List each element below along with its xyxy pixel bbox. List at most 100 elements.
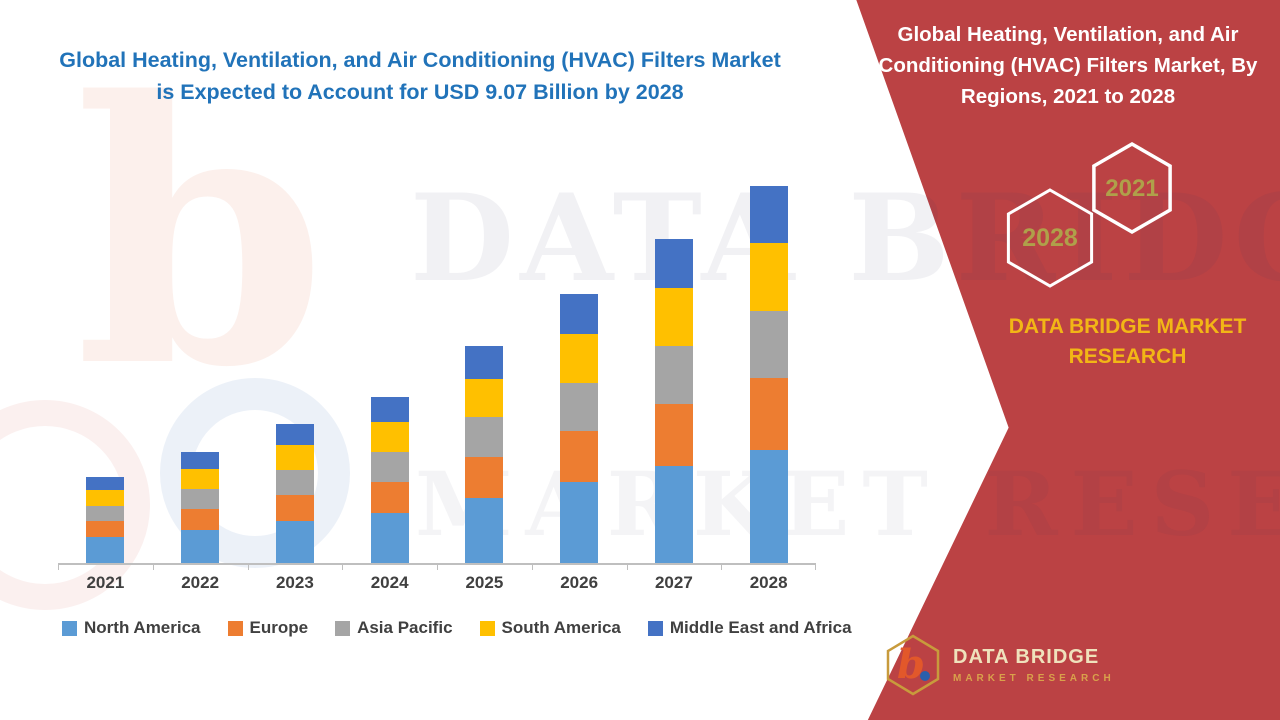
segment-europe-2026 <box>560 431 599 483</box>
stacked-bar-2027 <box>654 239 693 563</box>
segment-asia-pacific-2028 <box>749 310 788 379</box>
segment-middle-east-and-africa-2027 <box>654 239 693 289</box>
bar-column-2024 <box>342 168 437 563</box>
stacked-bar-2021 <box>86 476 125 563</box>
company-logo: b DATA BRIDGE MARKET RESEARCH <box>885 634 1115 696</box>
segment-north-america-2028 <box>749 449 788 563</box>
segment-north-america-2027 <box>654 465 693 563</box>
segment-europe-2025 <box>465 456 504 498</box>
logo-letter-b: b <box>897 641 925 688</box>
legend-swatch-europe <box>227 620 243 636</box>
logo-text: DATA BRIDGE MARKET RESEARCH <box>953 646 1115 684</box>
segment-north-america-2025 <box>465 497 504 563</box>
segment-middle-east-and-africa-2025 <box>465 345 504 379</box>
segment-asia-pacific-2023 <box>275 469 314 495</box>
brand-text: DATA BRIDGE MARKET RESEARCH <box>1008 315 1247 369</box>
panel-title: Global Heating, Ventilation, and Air Con… <box>878 23 1258 108</box>
logo-title: DATA BRIDGE <box>953 646 1100 668</box>
hexagon-2028 <box>1006 188 1094 288</box>
bar-column-2025 <box>437 168 532 563</box>
segment-asia-pacific-2022 <box>181 488 220 509</box>
x-axis-label-2025: 2025 <box>437 565 532 593</box>
x-axis-label-2026: 2026 <box>531 565 627 593</box>
segment-europe-2024 <box>370 481 409 514</box>
x-axis-label-2021: 2021 <box>58 565 153 593</box>
x-axis-label-2024: 2024 <box>342 565 437 593</box>
segment-middle-east-and-africa-2024 <box>370 397 409 423</box>
legend-swatch-south-america <box>479 620 495 636</box>
chart-headline: Global Heating, Ventilation, and Air Con… <box>59 48 781 105</box>
segment-asia-pacific-2026 <box>560 382 599 432</box>
segment-south-america-2024 <box>370 422 409 452</box>
segment-europe-2021 <box>86 521 125 538</box>
segment-south-america-2023 <box>275 445 314 470</box>
legend-label-europe: Europe <box>249 618 309 637</box>
segment-north-america-2023 <box>275 521 314 563</box>
segment-north-america-2026 <box>560 482 599 563</box>
segment-south-america-2027 <box>654 288 693 347</box>
bar-column-2022 <box>153 168 248 563</box>
hexagon-year-front: 2021 <box>1105 175 1158 202</box>
segment-middle-east-and-africa-2021 <box>86 476 125 491</box>
x-axis-label-2022: 2022 <box>152 565 248 593</box>
segment-asia-pacific-2025 <box>465 417 504 457</box>
legend-swatch-asia-pacific <box>335 620 351 636</box>
legend-swatch-north-america <box>62 620 77 636</box>
segment-asia-pacific-2027 <box>654 346 693 405</box>
legend-label-asia-pacific: Asia Pacific <box>357 618 453 637</box>
bar-column-2026 <box>532 168 627 563</box>
segment-south-america-2028 <box>749 243 788 311</box>
logo-hexagon-outline <box>886 634 940 696</box>
stacked-bar-2026 <box>560 293 599 563</box>
logo-subtitle: MARKET RESEARCH <box>953 673 1115 684</box>
segment-north-america-2022 <box>181 529 220 563</box>
bars-row <box>58 168 816 565</box>
x-axis-label-2028: 2028 <box>721 565 816 593</box>
legend-item-middle-east-and-africa: Middle East and Africa <box>647 618 852 638</box>
logo-blue-dot <box>920 671 930 681</box>
segment-europe-2028 <box>749 378 788 450</box>
segment-south-america-2025 <box>465 378 504 418</box>
segment-south-america-2026 <box>560 334 599 383</box>
segment-middle-east-and-africa-2022 <box>181 451 220 469</box>
stacked-bar-chart: 2021 2022 2023 2024 2025 2026 2027 2028 <box>58 168 816 593</box>
bar-column-2023 <box>248 168 343 563</box>
segment-asia-pacific-2024 <box>370 451 409 482</box>
hexagon-year-back: 2028 <box>1022 224 1078 252</box>
segment-asia-pacific-2021 <box>86 505 125 522</box>
legend-item-asia-pacific: Asia Pacific <box>335 618 453 638</box>
legend-label-south-america: South America <box>501 618 621 637</box>
bar-column-2021 <box>58 168 153 563</box>
x-axis-label-2027: 2027 <box>626 565 722 593</box>
legend-label-north-america: North America <box>84 618 201 637</box>
segment-north-america-2021 <box>86 537 125 563</box>
bar-column-2027 <box>627 168 722 563</box>
stacked-bar-2028 <box>749 185 788 563</box>
segment-middle-east-and-africa-2026 <box>560 293 599 335</box>
hexagon-year-badges: 2028 2021 <box>1006 141 1172 288</box>
x-axis-label-2023: 2023 <box>247 565 343 593</box>
stacked-bar-2022 <box>181 451 220 563</box>
segment-middle-east-and-africa-2028 <box>749 185 788 244</box>
segment-north-america-2024 <box>370 513 409 563</box>
segment-europe-2023 <box>275 494 314 522</box>
stacked-bar-2024 <box>370 397 409 563</box>
legend-swatch-middle-east-and-africa <box>647 620 663 636</box>
hexagon-2021 <box>1092 141 1172 235</box>
legend-item-south-america: South America <box>479 618 621 638</box>
bar-column-2028 <box>721 168 816 563</box>
x-axis-labels: 2021 2022 2023 2024 2025 2026 2027 2028 <box>58 565 816 593</box>
segment-middle-east-and-africa-2023 <box>275 423 314 446</box>
segment-europe-2022 <box>181 508 220 530</box>
legend-item-north-america: North America <box>62 618 201 638</box>
segment-europe-2027 <box>654 404 693 466</box>
legend-label-middle-east-and-africa: Middle East and Africa <box>669 618 852 637</box>
chart-legend: North America Europe Asia Pacific South Ame… <box>62 618 852 638</box>
logo-hexagon-icon: b <box>886 634 940 696</box>
legend-item-europe: Europe <box>227 618 309 638</box>
stacked-bar-2023 <box>275 423 314 563</box>
segment-south-america-2022 <box>181 468 220 489</box>
segment-south-america-2021 <box>86 490 125 506</box>
stacked-bar-2025 <box>465 345 504 563</box>
